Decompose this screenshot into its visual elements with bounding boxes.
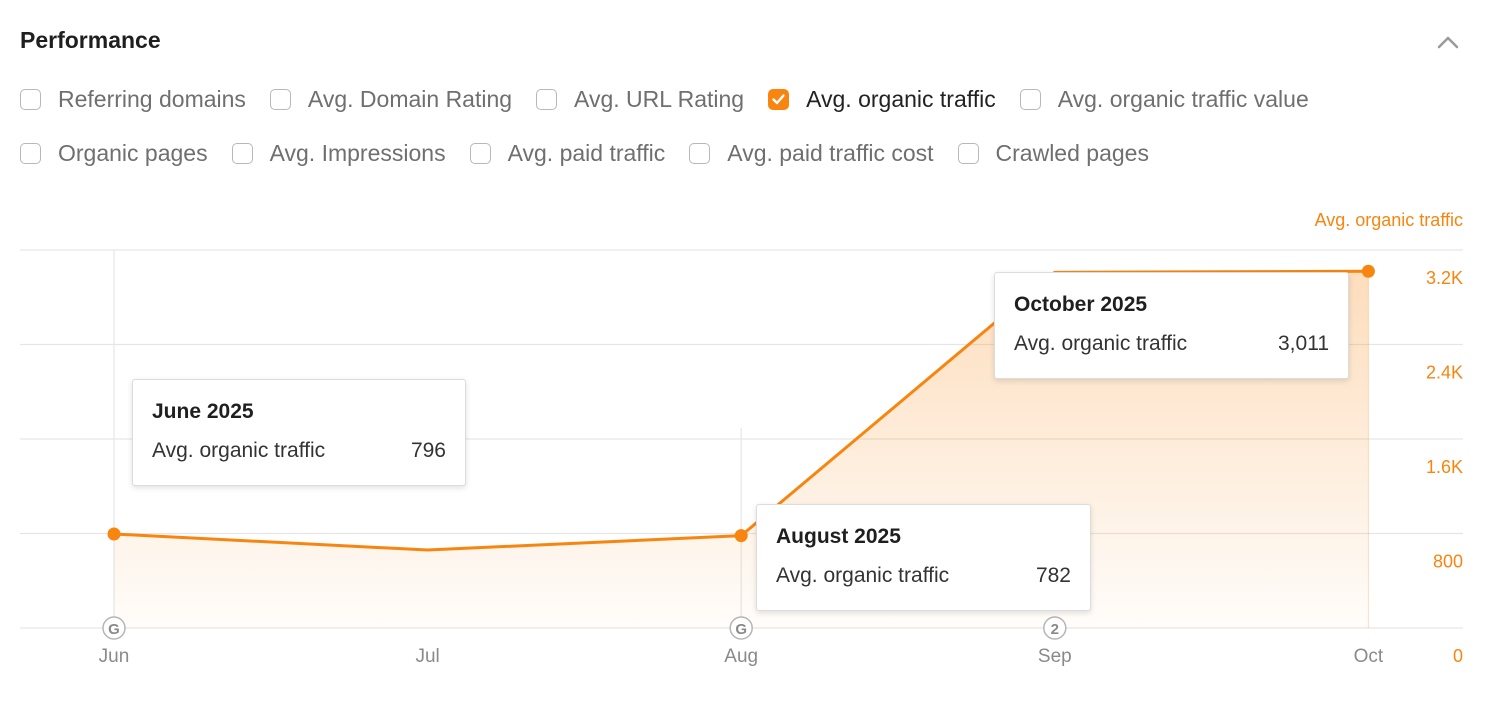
metric-options-row-1: Referring domains Avg. Domain Rating Avg… <box>20 86 1333 113</box>
option-avg-url-rating[interactable]: Avg. URL Rating <box>536 86 744 113</box>
event-marker-label: G <box>108 621 120 638</box>
checkbox[interactable] <box>20 143 41 164</box>
option-organic-pages[interactable]: Organic pages <box>20 140 208 167</box>
checkmark-icon <box>772 94 785 105</box>
tooltip-title: August 2025 <box>776 525 901 548</box>
option-label: Avg. paid traffic <box>507 140 666 166</box>
checkbox[interactable] <box>231 143 253 164</box>
event-marker-label: 2 <box>1051 621 1059 638</box>
y-axis-title: Avg. organic traffic <box>1315 210 1463 230</box>
tooltip-value: 782 <box>1035 564 1071 587</box>
data-point <box>107 527 121 541</box>
option-avg-impressions[interactable]: Avg. Impressions <box>231 140 446 167</box>
tooltip-title: June 2025 <box>152 400 254 423</box>
data-point <box>1361 264 1375 278</box>
x-tick-label: Aug <box>724 646 758 667</box>
option-avg-organic-traffic-value[interactable]: Avg. organic traffic value <box>1019 86 1309 113</box>
tooltip-october: October 2025 Avg. organic traffic 3,011 <box>994 272 1349 379</box>
option-label: Avg. organic traffic value <box>1057 86 1309 112</box>
option-avg-paid-traffic[interactable]: Avg. paid traffic <box>469 140 666 167</box>
option-label: Avg. organic traffic <box>806 86 996 112</box>
chevron-up-icon <box>1437 36 1459 49</box>
x-tick-label: Jun <box>99 646 130 667</box>
event-marker-icon <box>729 616 753 640</box>
metric-options-row-2: Organic pages Avg. Impressions Avg. paid… <box>20 140 1173 167</box>
checkbox-checked[interactable] <box>768 89 790 110</box>
tooltip-label: Avg. organic traffic <box>152 439 326 462</box>
tooltip-label: Avg. organic traffic <box>1014 332 1188 355</box>
tooltip-title: October 2025 <box>1014 293 1148 316</box>
checkbox[interactable] <box>689 143 711 164</box>
y-tick-label: 3.2K <box>1426 268 1463 288</box>
option-label: Avg. URL Rating <box>574 86 745 112</box>
option-label: Organic pages <box>58 140 208 166</box>
tooltip-label: Avg. organic traffic <box>776 564 950 587</box>
data-point <box>734 529 748 543</box>
option-crawled-pages[interactable]: Crawled pages <box>957 140 1149 167</box>
x-tick-label: Sep <box>1038 646 1072 667</box>
option-label: Crawled pages <box>995 140 1149 166</box>
checkbox[interactable] <box>269 89 291 110</box>
event-marker-icon <box>102 616 126 640</box>
checkbox[interactable] <box>1019 89 1041 110</box>
option-avg-domain-rating[interactable]: Avg. Domain Rating <box>269 86 513 113</box>
x-tick-label: Oct <box>1354 646 1384 667</box>
option-referring-domains[interactable]: Referring domains <box>20 86 246 113</box>
x-tick-label: Jul <box>415 646 439 667</box>
y-tick-label: 800 <box>1433 552 1463 572</box>
option-label: Avg. Domain Rating <box>307 86 513 112</box>
tooltip-value: 3,011 <box>1278 332 1329 355</box>
option-avg-organic-traffic[interactable]: Avg. organic traffic <box>768 86 996 113</box>
tooltip-value: 796 <box>410 439 446 462</box>
collapse-button[interactable] <box>1434 28 1462 56</box>
checkbox[interactable] <box>957 143 979 164</box>
checkbox[interactable] <box>536 89 558 110</box>
y-tick-label: 0 <box>1453 646 1463 666</box>
y-tick-label: 1.6K <box>1426 457 1463 477</box>
section-title: Performance <box>20 27 161 53</box>
checkbox[interactable] <box>469 143 491 164</box>
option-label: Referring domains <box>58 86 246 112</box>
option-avg-paid-traffic-cost[interactable]: Avg. paid traffic cost <box>689 140 934 167</box>
checkbox[interactable] <box>20 89 41 110</box>
tooltip-june: June 2025 Avg. organic traffic 796 <box>132 379 466 486</box>
option-label: Avg. paid traffic cost <box>727 140 934 166</box>
event-marker-icon <box>1043 616 1067 640</box>
option-label: Avg. Impressions <box>269 140 446 166</box>
event-marker-label: G <box>735 621 747 638</box>
y-tick-label: 2.4K <box>1426 363 1463 383</box>
tooltip-august: August 2025 Avg. organic traffic 782 <box>756 504 1091 611</box>
